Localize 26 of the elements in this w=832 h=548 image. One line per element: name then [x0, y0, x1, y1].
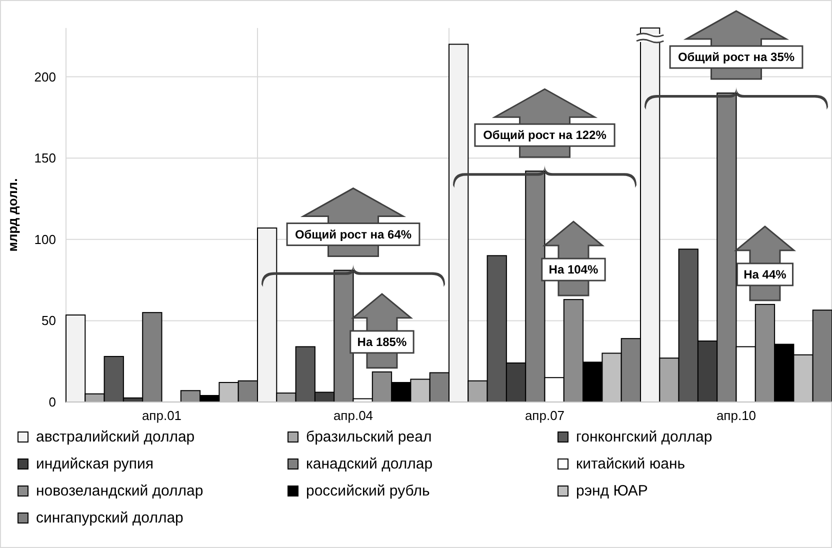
x-tick-label: апр.01: [142, 408, 182, 423]
annotation: На 104%: [548, 262, 598, 277]
annotation: Общий рост на 64%: [294, 227, 412, 242]
y-axis-title: млрд долл.: [5, 178, 20, 252]
annotation: На 44%: [744, 267, 787, 282]
x-tick-label: апр.04: [333, 408, 374, 423]
y-tick-label: 150: [34, 150, 56, 166]
legend-label: канадский доллар: [306, 456, 433, 472]
annotation: На 185%: [357, 334, 407, 349]
x-tick-label: апр.07: [524, 408, 565, 423]
legend-label: российский рубль: [306, 482, 430, 500]
legend-label: австралийский доллар: [36, 428, 195, 446]
y-tick-label: 100: [34, 232, 56, 247]
annotation: Общий рост на 35%: [678, 50, 795, 64]
legend-label: китайский юань: [576, 456, 686, 472]
x-tick-label: апр.10: [716, 408, 756, 423]
y-tick-label: 200: [34, 69, 56, 84]
legend-label: индийская рупия: [36, 456, 154, 472]
legend-label: сингапурский доллар: [36, 510, 184, 526]
legend-label: новозеландский доллар: [36, 482, 204, 500]
legend-label: рэнд ЮАР: [576, 482, 648, 500]
annotation: Общий рост на 122%: [483, 128, 607, 142]
y-tick-label: 0: [48, 394, 56, 410]
legend-label: бразильский реал: [306, 428, 432, 446]
y-tick-label: 50: [42, 313, 56, 328]
legend-label: гонконгский доллар: [576, 428, 712, 446]
